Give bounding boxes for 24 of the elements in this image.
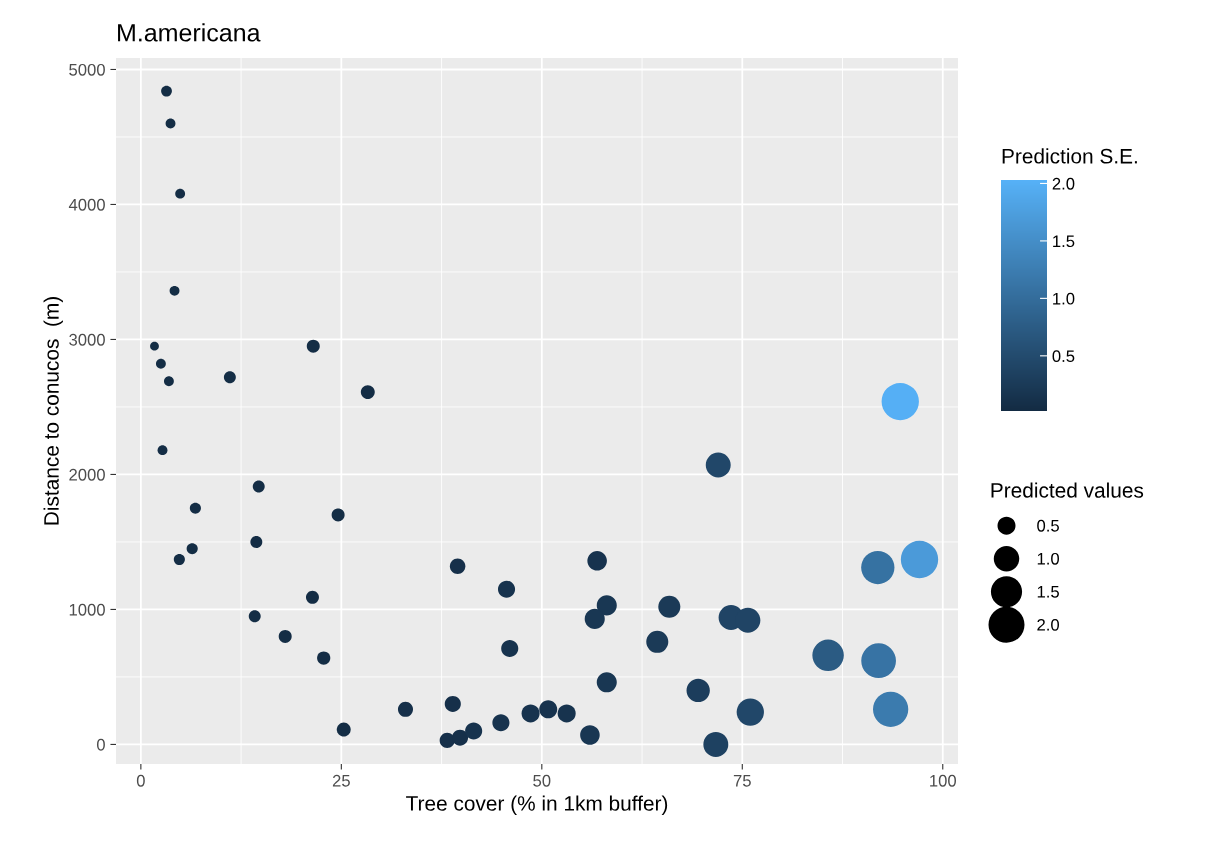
y-tick-label: 5000	[69, 63, 105, 76]
x-tick-label: 75	[733, 775, 751, 787]
legend-label: 0.5	[1037, 519, 1059, 532]
x-tick-label: 50	[533, 774, 551, 787]
y-axis-title: Distance to conucos (m)	[43, 297, 63, 525]
color-bar-label: 2.0	[1052, 177, 1075, 190]
x-tick-label: 0	[136, 774, 145, 787]
color-bar-label: 1.5	[1053, 235, 1075, 248]
color-bar-label: 0.5	[1052, 350, 1075, 363]
y-tick-label: 0	[96, 738, 105, 751]
legend-label: 1.5	[1037, 586, 1059, 598]
color-bar-title: Prediction S.E.	[1002, 148, 1137, 164]
y-tick-label: 3000	[69, 333, 105, 346]
legend-label: 1.0	[1037, 552, 1060, 565]
y-tick-label: 4000	[68, 198, 105, 211]
x-axis-title: Tree cover (% in 1km buffer)	[406, 795, 668, 815]
x-tick-label: 25	[332, 774, 350, 787]
y-tick-label: 1000	[69, 603, 105, 616]
y-tick-label: 2000	[69, 468, 105, 481]
legend-label: 2.0	[1037, 618, 1060, 631]
chart-title: M.americana	[118, 23, 261, 42]
color-bar-label: 1.0	[1053, 292, 1075, 305]
x-tick-label: 100	[930, 774, 957, 787]
legend-title: Predicted values	[991, 482, 1144, 498]
